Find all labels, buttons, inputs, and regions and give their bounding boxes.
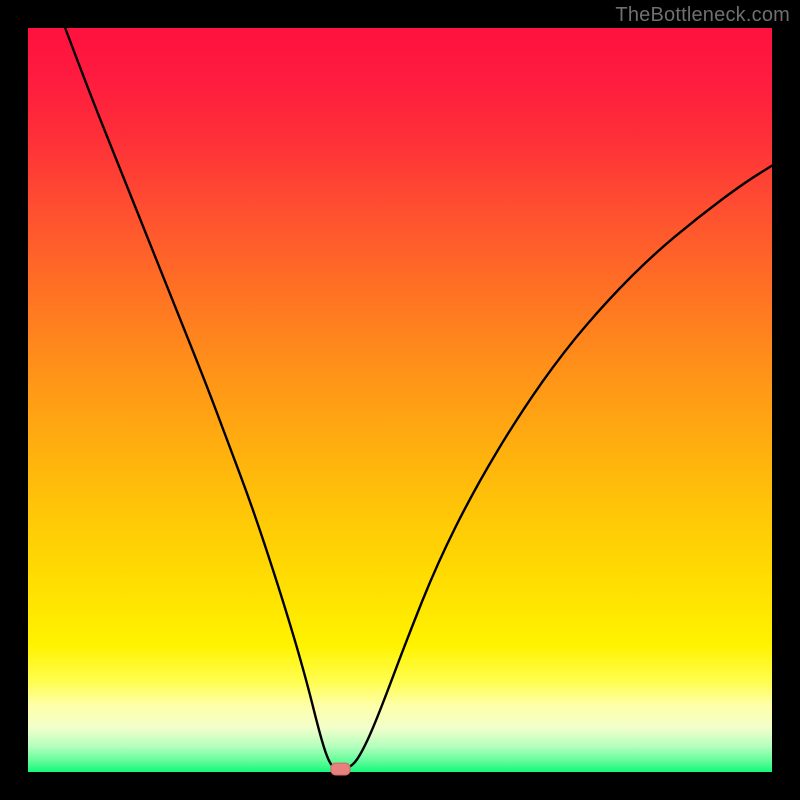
bottleneck-chart — [0, 0, 800, 800]
optimum-marker — [331, 763, 350, 775]
chart-frame: TheBottleneck.com — [0, 0, 800, 800]
